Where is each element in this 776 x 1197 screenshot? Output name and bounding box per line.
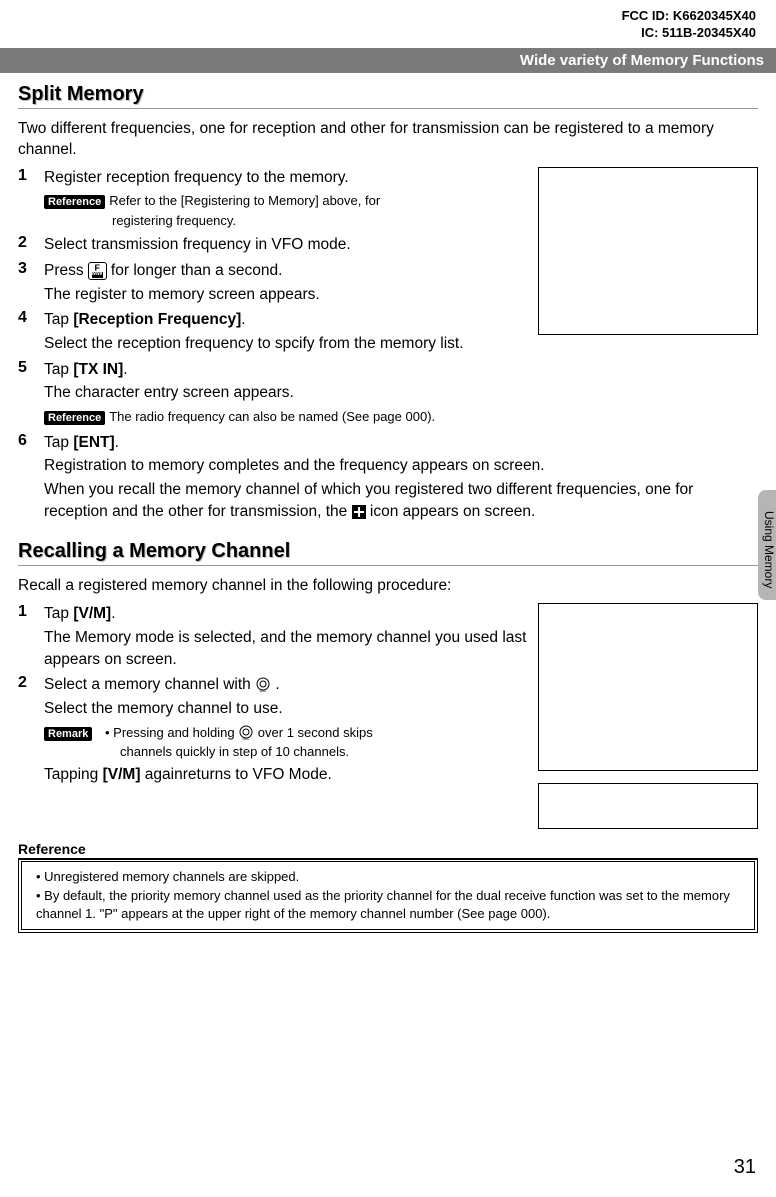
step-text-after: .	[123, 361, 127, 378]
step-text: Register reception frequency to the memo…	[44, 169, 349, 186]
step-sub: The register to memory screen appears.	[44, 284, 534, 306]
refbox-item: Unregistered memory channels are skipped…	[36, 868, 744, 886]
step-bold: [ENT]	[73, 434, 114, 451]
svg-text:DIAL: DIAL	[243, 737, 250, 741]
step: 5 Tap [TX IN]. The character entry scree…	[18, 359, 758, 428]
plus-icon	[352, 505, 366, 519]
screenshot-placeholder-1	[538, 167, 758, 335]
section2-steps: 1 Tap [V/M]. The Memory mode is selected…	[18, 603, 758, 785]
step-body: Tap [TX IN]. The character entry screen …	[44, 359, 758, 428]
step-num: 2	[18, 674, 44, 785]
ref-text2: registering frequency.	[112, 212, 534, 230]
step-ref: Reference Refer to the [Registering to Me…	[44, 190, 534, 230]
screenshot-placeholder-3	[538, 783, 758, 829]
ref-text: The radio frequency can also be named (S…	[109, 409, 435, 424]
dial-icon: DIAL	[255, 677, 271, 693]
svg-text:DIAL: DIAL	[260, 689, 267, 693]
step-bold: [Reception Frequency]	[73, 311, 241, 328]
step-num: 1	[18, 603, 44, 670]
step: 6 Tap [ENT]. Registration to memory comp…	[18, 432, 758, 523]
reference-box: Unregistered memory channels are skipped…	[18, 858, 758, 933]
section2-intro: Recall a registered memory channel in th…	[18, 576, 758, 597]
reference-badge: Reference	[44, 411, 105, 425]
section2-title: Recalling a Memory Channel	[18, 540, 758, 566]
step-text-after: for longer than a second.	[111, 262, 282, 279]
step-num: 1	[18, 167, 44, 231]
step-text-before: Press	[44, 262, 88, 279]
step-sub: The character entry screen appears.	[44, 382, 758, 404]
step-body: Press F MW for longer than a second. The…	[44, 260, 534, 305]
step-text-before: Tap	[44, 361, 73, 378]
step-text-after: .	[241, 311, 245, 328]
section1-title: Split Memory	[18, 83, 758, 109]
step-text-after: .	[115, 434, 119, 451]
step-text-before: Tap	[44, 311, 73, 328]
step-text-after: .	[275, 676, 279, 693]
step-text-before: Select a memory channel with	[44, 676, 255, 693]
refbox-item: By default, the priority memory channel …	[36, 887, 744, 923]
step-sub: Select the reception frequency to spcify…	[44, 333, 534, 355]
screenshot-placeholder-2	[538, 603, 758, 771]
step-sub: Select the memory channel to use.	[44, 698, 534, 720]
step-body: Tap [ENT]. Registration to memory comple…	[44, 432, 758, 523]
step-num: 3	[18, 260, 44, 305]
step-num: 4	[18, 309, 44, 354]
ref-text: Refer to the [Registering to Memory] abo…	[109, 193, 380, 208]
step-body: Tap [Reception Frequency]. Select the re…	[44, 309, 534, 354]
remark-badge: Remark	[44, 727, 92, 741]
banner-title: Wide variety of Memory Functions	[0, 48, 776, 73]
step-bold: [TX IN]	[73, 361, 123, 378]
step-sub2: Tapping [V/M] againreturns to VFO Mode.	[44, 764, 534, 786]
remark-text2: channels quickly in step of 10 channels.	[120, 743, 534, 761]
step-sub: The Memory mode is selected, and the mem…	[44, 627, 534, 670]
section1-steps: 1 Register reception frequency to the me…	[18, 167, 758, 523]
step-body: Register reception frequency to the memo…	[44, 167, 534, 231]
dial-icon: DIAL	[238, 725, 254, 741]
step-sub: Registration to memory completes and the…	[44, 455, 758, 477]
step-body: Select transmission frequency in VFO mod…	[44, 234, 534, 256]
fcc-line1: FCC ID: K6620345X40	[0, 8, 756, 25]
step-num: 6	[18, 432, 44, 523]
remark-text-a: • Pressing and holding	[105, 725, 238, 740]
step-text-after: .	[111, 605, 115, 622]
step-sub2: When you recall the memory channel of wh…	[44, 479, 758, 522]
step-text-before: Tap	[44, 605, 73, 622]
page-number: 31	[734, 1156, 756, 1179]
step-text-before: Tap	[44, 434, 73, 451]
f-mw-key-icon: F MW	[88, 262, 107, 279]
section1-intro: Two different frequencies, one for recep…	[18, 119, 758, 161]
step-body: Tap [V/M]. The Memory mode is selected, …	[44, 603, 534, 670]
step-body: Select a memory channel with DIAL . Sele…	[44, 674, 534, 785]
step-ref: Reference The radio frequency can also be…	[44, 406, 758, 428]
reference-badge: Reference	[44, 195, 105, 209]
step-text: Select transmission frequency in VFO mod…	[44, 236, 351, 253]
step-remark: Remark • Pressing and holding DIAL over …	[44, 722, 534, 762]
remark-text-b: over 1 second skips	[254, 725, 373, 740]
step-bold: [V/M]	[73, 605, 111, 622]
step-num: 2	[18, 234, 44, 256]
fcc-header: FCC ID: K6620345X40 IC: 511B-20345X40	[0, 0, 776, 44]
step-num: 5	[18, 359, 44, 428]
side-tab: Using Memory	[758, 490, 776, 600]
fcc-line2: IC: 511B-20345X40	[0, 25, 756, 42]
